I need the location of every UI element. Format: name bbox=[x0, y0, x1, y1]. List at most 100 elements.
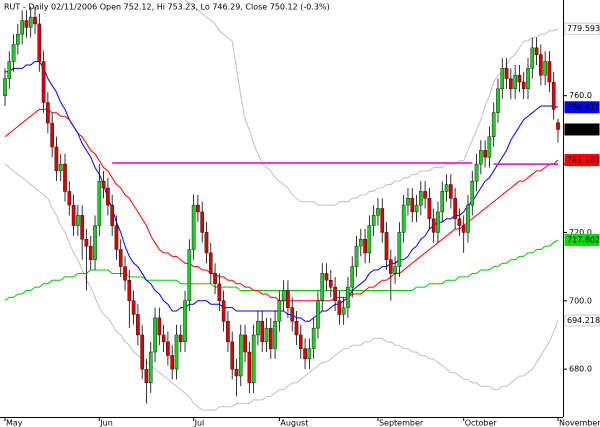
candle-body bbox=[341, 307, 346, 315]
candle-body bbox=[453, 198, 457, 219]
candle-body bbox=[187, 249, 192, 301]
candle-body bbox=[539, 54, 543, 76]
candle-body bbox=[419, 191, 423, 206]
chart-title: RUT - Daily 02/11/2006 Open 752.12, Hi 7… bbox=[4, 3, 330, 12]
candle-body bbox=[200, 211, 204, 233]
candle-body bbox=[238, 334, 243, 377]
candle-body bbox=[286, 290, 290, 308]
candle-body bbox=[466, 204, 470, 233]
candle-body bbox=[444, 184, 449, 192]
candle-body bbox=[363, 239, 367, 254]
candle-body bbox=[71, 204, 76, 226]
value-label: 779.593 bbox=[567, 24, 600, 33]
overlay-line bbox=[184, 0, 559, 206]
value-label-box bbox=[564, 154, 600, 167]
candle-body bbox=[397, 232, 402, 267]
value-label: 750.12 bbox=[567, 125, 595, 134]
candle-body bbox=[504, 68, 509, 79]
candle-body bbox=[16, 33, 20, 45]
candle-body bbox=[307, 348, 312, 360]
candle-body bbox=[290, 307, 295, 322]
candle-body bbox=[401, 204, 406, 233]
candle-body bbox=[118, 249, 123, 267]
candle-body bbox=[346, 286, 350, 308]
candle-body bbox=[423, 191, 427, 199]
candle-body bbox=[427, 198, 432, 219]
candle-body bbox=[303, 348, 307, 360]
value-label: 694.218 bbox=[567, 316, 600, 325]
candle-body bbox=[337, 300, 342, 315]
candle-body bbox=[384, 232, 389, 260]
candle-body bbox=[521, 81, 526, 90]
candle-body bbox=[431, 218, 436, 233]
candle-body bbox=[273, 321, 277, 349]
candle-body bbox=[496, 88, 500, 113]
candle-body bbox=[457, 218, 462, 226]
candle-body bbox=[406, 198, 410, 206]
value-label: 717.802 bbox=[567, 235, 600, 244]
candle-body bbox=[58, 163, 63, 172]
candle-body bbox=[371, 215, 376, 226]
candle-body bbox=[470, 180, 475, 206]
x-tick-label: October bbox=[465, 419, 498, 427]
candle-body bbox=[251, 334, 256, 384]
candle-body bbox=[97, 180, 102, 226]
candle-body bbox=[393, 266, 397, 274]
candle-body bbox=[106, 187, 110, 206]
candle-body bbox=[131, 300, 136, 315]
candle-body bbox=[247, 351, 252, 384]
candle-body bbox=[230, 341, 235, 370]
candle-body bbox=[54, 146, 59, 172]
overlay-line bbox=[4, 163, 559, 411]
candle-body bbox=[127, 280, 132, 301]
value-label-box bbox=[564, 314, 600, 327]
x-tick-label: Jun bbox=[99, 419, 113, 427]
candle-body bbox=[178, 334, 183, 343]
candle-body bbox=[414, 204, 419, 213]
candle-body bbox=[264, 327, 269, 343]
x-tick-label: September bbox=[379, 419, 424, 427]
y-tick-label: 760.0 bbox=[569, 91, 592, 100]
x-tick-label: November bbox=[559, 419, 600, 427]
candle-body bbox=[410, 198, 415, 213]
candle-body bbox=[170, 355, 174, 370]
y-tick-label: 680.0 bbox=[569, 365, 592, 374]
candle-body bbox=[67, 191, 72, 206]
candle-body bbox=[256, 321, 260, 336]
candle-body bbox=[543, 61, 547, 76]
candle-body bbox=[500, 68, 505, 90]
candle-body bbox=[530, 47, 535, 69]
candle-body bbox=[324, 273, 329, 281]
candle-body bbox=[449, 184, 453, 199]
x-tick-label: May bbox=[6, 419, 23, 427]
candle-body bbox=[191, 204, 196, 250]
candle-body bbox=[20, 20, 24, 35]
x-tick-label: August bbox=[280, 419, 308, 427]
value-label-box bbox=[564, 101, 600, 114]
candle-body bbox=[157, 317, 162, 336]
candle-body bbox=[547, 61, 552, 83]
candle-body bbox=[196, 204, 200, 213]
x-tick-label: Jul bbox=[194, 419, 205, 427]
candle-body bbox=[93, 225, 97, 260]
candle-body bbox=[354, 245, 359, 267]
value-label-box bbox=[564, 123, 600, 136]
candle-body bbox=[367, 225, 372, 254]
candle-body bbox=[63, 163, 67, 192]
candle-body bbox=[24, 20, 29, 28]
value-label: 756.617 bbox=[567, 103, 600, 112]
y-tick-label: 700.0 bbox=[569, 296, 592, 305]
candle-body bbox=[491, 112, 496, 137]
candle-body bbox=[174, 334, 179, 370]
candle-body bbox=[440, 191, 445, 213]
candle-body bbox=[526, 68, 530, 90]
candle-body bbox=[311, 327, 316, 349]
candle-body bbox=[28, 16, 33, 28]
candle-body bbox=[221, 300, 226, 322]
candle-body bbox=[316, 300, 320, 329]
candle-body bbox=[380, 208, 385, 233]
candle-body bbox=[268, 327, 273, 349]
candle-body bbox=[389, 259, 393, 274]
candle-body bbox=[487, 136, 492, 158]
